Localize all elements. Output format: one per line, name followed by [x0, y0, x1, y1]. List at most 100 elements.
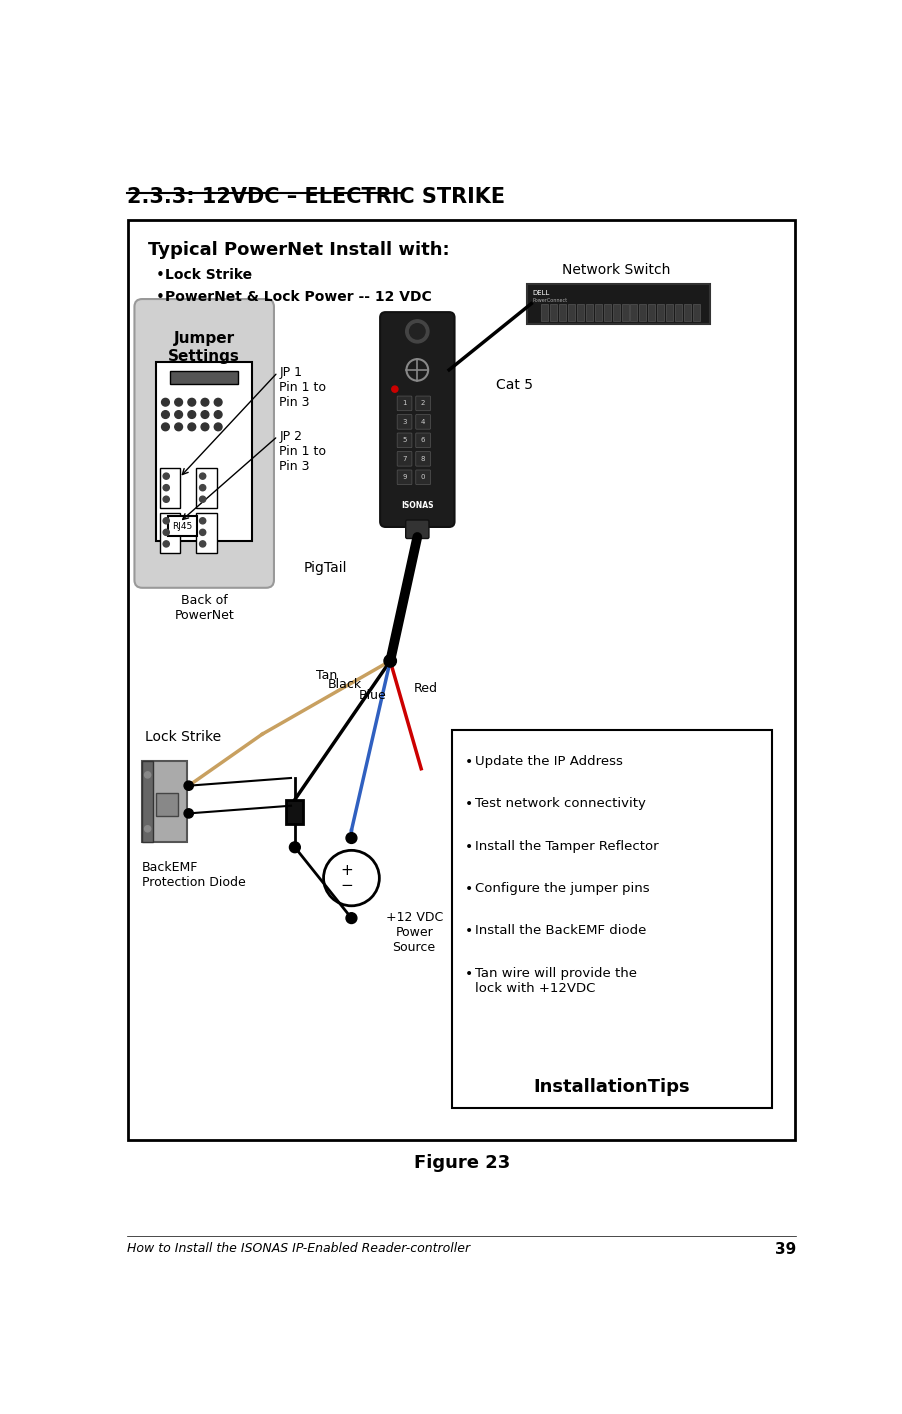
Text: Tan wire will provide the
lock with +12VDC: Tan wire will provide the lock with +12V…	[475, 967, 638, 994]
Circle shape	[175, 410, 182, 419]
Circle shape	[161, 423, 170, 431]
Text: PigTail: PigTail	[303, 561, 346, 575]
FancyBboxPatch shape	[568, 304, 575, 321]
FancyBboxPatch shape	[380, 312, 455, 527]
FancyBboxPatch shape	[143, 761, 187, 841]
Circle shape	[410, 324, 425, 339]
Circle shape	[201, 423, 209, 431]
Text: +: +	[340, 863, 354, 878]
Circle shape	[346, 833, 357, 843]
Circle shape	[215, 423, 222, 431]
FancyBboxPatch shape	[160, 513, 180, 553]
Text: JP 2
Pin 1 to
Pin 3: JP 2 Pin 1 to Pin 3	[280, 430, 327, 472]
Circle shape	[201, 410, 209, 419]
Text: RJ45: RJ45	[172, 522, 193, 530]
Circle shape	[163, 540, 170, 547]
Text: •: •	[465, 925, 473, 939]
Text: 0: 0	[421, 474, 426, 481]
Circle shape	[163, 529, 170, 536]
Circle shape	[188, 399, 196, 406]
Text: •: •	[465, 755, 473, 769]
Text: DELL: DELL	[532, 290, 549, 296]
FancyBboxPatch shape	[594, 304, 602, 321]
FancyBboxPatch shape	[630, 304, 638, 321]
Circle shape	[215, 399, 222, 406]
Text: Blue: Blue	[359, 690, 387, 703]
Text: Update the IP Address: Update the IP Address	[475, 755, 623, 768]
FancyBboxPatch shape	[416, 433, 430, 448]
Text: JP 1
Pin 1 to
Pin 3: JP 1 Pin 1 to Pin 3	[280, 366, 327, 409]
Circle shape	[161, 410, 170, 419]
Text: Configure the jumper pins: Configure the jumper pins	[475, 882, 650, 895]
FancyBboxPatch shape	[416, 451, 430, 467]
Text: How to Install the ISONAS IP-Enabled Reader-controller: How to Install the ISONAS IP-Enabled Rea…	[126, 1241, 470, 1254]
Circle shape	[199, 485, 206, 491]
Circle shape	[161, 399, 170, 406]
FancyBboxPatch shape	[416, 414, 430, 430]
FancyBboxPatch shape	[416, 396, 430, 410]
Text: −: −	[340, 878, 354, 894]
FancyBboxPatch shape	[397, 469, 412, 485]
FancyBboxPatch shape	[143, 761, 153, 841]
FancyBboxPatch shape	[658, 304, 664, 321]
FancyBboxPatch shape	[640, 304, 647, 321]
FancyBboxPatch shape	[197, 468, 216, 509]
FancyBboxPatch shape	[528, 284, 710, 324]
Text: PowerConnect: PowerConnect	[532, 297, 567, 303]
Text: •: •	[155, 269, 164, 283]
FancyBboxPatch shape	[170, 372, 238, 383]
Text: Typical PowerNet Install with:: Typical PowerNet Install with:	[148, 240, 449, 259]
FancyBboxPatch shape	[603, 304, 611, 321]
Text: •: •	[465, 840, 473, 854]
FancyBboxPatch shape	[586, 304, 593, 321]
Text: Figure 23: Figure 23	[414, 1154, 511, 1172]
Text: 8: 8	[421, 455, 426, 462]
Text: 4: 4	[421, 419, 426, 424]
FancyBboxPatch shape	[577, 304, 584, 321]
Circle shape	[199, 529, 206, 536]
Text: Install the Tamper Reflector: Install the Tamper Reflector	[475, 840, 659, 853]
Circle shape	[175, 423, 182, 431]
Text: 6: 6	[421, 437, 426, 444]
Text: 7: 7	[402, 455, 407, 462]
FancyBboxPatch shape	[168, 516, 198, 536]
Text: •: •	[465, 967, 473, 981]
Text: +12 VDC
Power
Source: +12 VDC Power Source	[385, 911, 443, 954]
Circle shape	[199, 518, 206, 523]
Text: InstallationTips: InstallationTips	[534, 1079, 690, 1096]
FancyBboxPatch shape	[416, 469, 430, 485]
FancyBboxPatch shape	[649, 304, 655, 321]
Text: Test network connectivity: Test network connectivity	[475, 797, 647, 810]
FancyBboxPatch shape	[675, 304, 682, 321]
Circle shape	[175, 399, 182, 406]
Text: Tan: Tan	[316, 669, 337, 682]
FancyBboxPatch shape	[452, 730, 771, 1107]
Circle shape	[184, 781, 193, 790]
Circle shape	[199, 496, 206, 502]
Circle shape	[201, 399, 209, 406]
Circle shape	[346, 912, 357, 923]
FancyBboxPatch shape	[621, 304, 629, 321]
FancyBboxPatch shape	[684, 304, 691, 321]
FancyBboxPatch shape	[406, 520, 429, 539]
Text: Red: Red	[413, 682, 437, 694]
Text: Cat 5: Cat 5	[495, 378, 532, 392]
Text: Install the BackEMF diode: Install the BackEMF diode	[475, 925, 647, 937]
Circle shape	[215, 410, 222, 419]
Text: •: •	[465, 797, 473, 812]
Text: ISONAS: ISONAS	[401, 501, 434, 510]
FancyBboxPatch shape	[666, 304, 673, 321]
Text: 39: 39	[775, 1241, 796, 1257]
Circle shape	[163, 496, 170, 502]
Text: 2: 2	[421, 400, 426, 406]
FancyBboxPatch shape	[397, 433, 412, 448]
Circle shape	[391, 386, 398, 392]
FancyBboxPatch shape	[134, 298, 274, 588]
Text: Network Switch: Network Switch	[562, 263, 671, 277]
FancyBboxPatch shape	[397, 451, 412, 467]
FancyBboxPatch shape	[550, 304, 557, 321]
Circle shape	[406, 320, 429, 344]
Text: 5: 5	[402, 437, 407, 444]
FancyBboxPatch shape	[286, 799, 303, 824]
FancyBboxPatch shape	[559, 304, 566, 321]
